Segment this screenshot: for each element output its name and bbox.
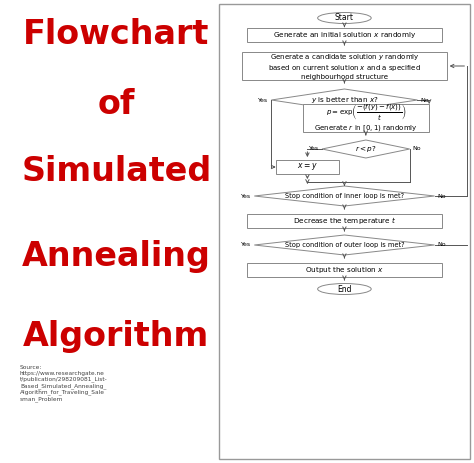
Text: Simulated: Simulated	[21, 155, 211, 188]
Text: $r < p$?: $r < p$?	[355, 144, 377, 154]
Text: No: No	[413, 146, 421, 151]
Text: of: of	[98, 88, 135, 121]
Polygon shape	[255, 186, 435, 206]
Text: Stop condition of outer loop is met?: Stop condition of outer loop is met?	[284, 242, 404, 248]
FancyBboxPatch shape	[302, 104, 429, 132]
Text: Yes: Yes	[241, 243, 251, 248]
Text: $y$ is better than $x$?: $y$ is better than $x$?	[310, 95, 378, 105]
FancyBboxPatch shape	[247, 263, 442, 277]
Ellipse shape	[318, 283, 371, 294]
Text: Yes: Yes	[258, 98, 268, 102]
Text: No: No	[420, 98, 429, 102]
Polygon shape	[255, 235, 435, 255]
Text: Yes: Yes	[309, 146, 319, 151]
Text: Start: Start	[335, 13, 354, 23]
Text: Generate a candidate solution $y$ randomly
based on current solution $x$ and a s: Generate a candidate solution $y$ random…	[268, 52, 421, 80]
Bar	[219, 4, 470, 459]
FancyBboxPatch shape	[247, 214, 442, 228]
Polygon shape	[322, 140, 410, 158]
FancyBboxPatch shape	[242, 52, 447, 80]
FancyBboxPatch shape	[276, 160, 339, 174]
Text: Stop condition of inner loop is met?: Stop condition of inner loop is met?	[285, 193, 404, 199]
FancyBboxPatch shape	[247, 28, 442, 42]
Text: Output the solution $x$: Output the solution $x$	[305, 265, 384, 275]
Text: Flowchart: Flowchart	[23, 18, 210, 51]
Text: Generate an initial solution $x$ randomly: Generate an initial solution $x$ randoml…	[273, 30, 416, 40]
Text: Yes: Yes	[241, 194, 251, 199]
Text: Algorithm: Algorithm	[23, 320, 210, 353]
Text: $x = y$: $x = y$	[297, 162, 318, 173]
Ellipse shape	[318, 13, 371, 24]
Polygon shape	[271, 89, 418, 111]
Text: No: No	[438, 194, 446, 199]
Text: No: No	[438, 243, 446, 248]
Text: $p = \exp\!\left(\dfrac{-(f(y)-f(x))}{t}\right)$
Generate $r$ in $[0, 1)$ random: $p = \exp\!\left(\dfrac{-(f(y)-f(x))}{t}…	[314, 102, 418, 134]
Text: Annealing: Annealing	[22, 240, 211, 273]
Text: Source:
https://www.researchgate.ne
t/publication/298209081_List-
Based_Simulate: Source: https://www.researchgate.ne t/pu…	[20, 365, 108, 402]
Text: Decrease the temperature $t$: Decrease the temperature $t$	[292, 215, 396, 226]
Text: End: End	[337, 284, 352, 294]
